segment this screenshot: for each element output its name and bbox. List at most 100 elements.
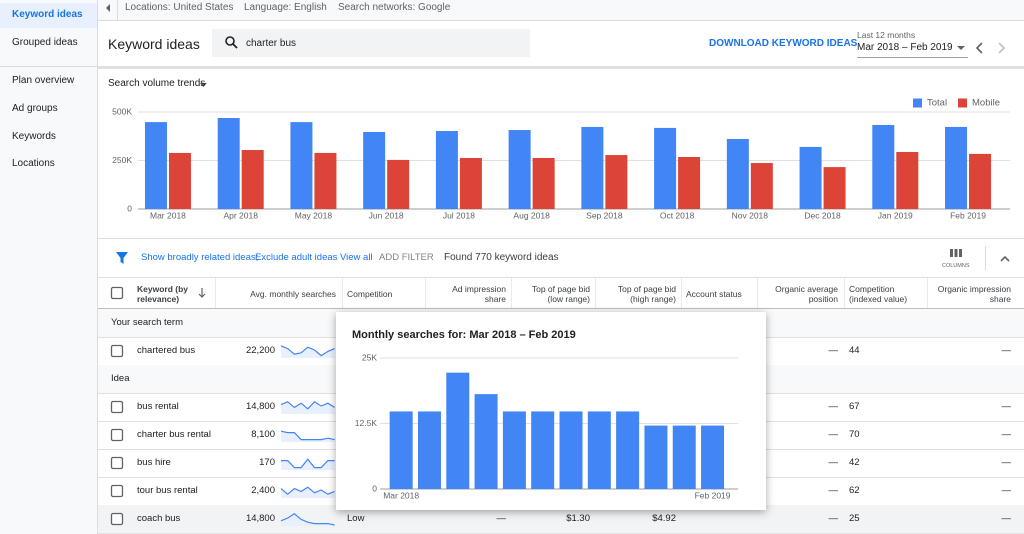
column-header[interactable]: Organic impression share (937, 283, 1011, 304)
filter-icon[interactable] (116, 252, 128, 264)
x-tick-label: Dec 2018 (804, 210, 841, 220)
cell-organic-position: — (828, 429, 839, 440)
cell-keyword[interactable]: bus hire (137, 457, 171, 468)
language[interactable]: Language: English (244, 2, 327, 13)
cell-searches: 8,100 (251, 429, 275, 440)
column-header[interactable]: Ad impression share (452, 283, 506, 304)
cell-searches: 2,400 (251, 485, 275, 496)
columns-icon[interactable] (959, 249, 962, 257)
column-header[interactable]: Account status (686, 288, 742, 299)
checkbox[interactable] (110, 456, 124, 470)
column-header[interactable]: Competition (indexed value) (849, 283, 908, 304)
nav-item[interactable]: Ad groups (12, 103, 58, 114)
sparkline-fill (281, 487, 335, 498)
bar (726, 138, 749, 209)
columns-button[interactable]: COLUMNS (942, 263, 970, 269)
nav-item[interactable]: Locations (12, 158, 55, 169)
checkbox[interactable] (110, 400, 124, 414)
active-item-bg (0, 3, 97, 28)
nav-item[interactable]: Keywords (12, 131, 56, 142)
search-box[interactable] (212, 29, 530, 57)
view-all[interactable]: View all (340, 252, 373, 263)
checkbox[interactable] (110, 484, 124, 498)
columns-icon[interactable] (954, 249, 958, 257)
collapse-icon[interactable] (106, 4, 110, 12)
checkbox[interactable] (110, 344, 124, 358)
filter-link[interactable]: Exclude adult ideas (255, 252, 338, 263)
networks[interactable]: Search networks: Google (338, 2, 451, 13)
sparkline-fill (281, 513, 335, 526)
next-period[interactable] (998, 42, 1006, 54)
bar (644, 425, 668, 489)
group-label: Your search term (111, 317, 183, 328)
bar (459, 157, 482, 209)
cell-competition-index: 44 (849, 345, 860, 356)
download-button[interactable]: DOWNLOAD KEYWORD IDEAS (709, 38, 858, 49)
checkbox[interactable] (110, 286, 124, 300)
checkbox[interactable] (110, 428, 124, 442)
sparkline (280, 345, 335, 357)
bar (532, 157, 555, 209)
cell-keyword[interactable]: charter bus rental (137, 429, 211, 440)
cell-searches: 14,800 (245, 401, 275, 412)
cell-organic-position: — (828, 457, 839, 468)
page-title: Keyword ideas (108, 36, 200, 52)
cell-organic-position: — (828, 513, 839, 524)
x-tick-label: Jul 2018 (443, 210, 475, 220)
bar (896, 151, 919, 209)
prev-period[interactable] (975, 42, 983, 54)
column-header[interactable]: Top of page bid (high range) (617, 283, 676, 304)
columns-icon[interactable] (950, 249, 953, 257)
cell-keyword[interactable]: chartered bus (137, 345, 196, 356)
bar (605, 155, 628, 209)
cell-organic-share: — (1001, 401, 1012, 412)
range-dropdown[interactable] (957, 46, 965, 50)
cell-keyword[interactable]: bus rental (137, 401, 179, 412)
chart-title[interactable]: Search volume trends (108, 78, 206, 89)
range-label: Last 12 months (857, 30, 916, 40)
add-filter[interactable]: ADD FILTER (379, 252, 434, 263)
cell-bid-high: $4.92 (652, 513, 676, 524)
column-header[interactable]: Top of page bid (low range) (531, 283, 590, 304)
cell-organic-share: — (1001, 457, 1012, 468)
locations[interactable]: Locations: United States (125, 2, 234, 13)
nav-item[interactable]: Grouped ideas (12, 37, 78, 48)
trend-dropdown[interactable] (200, 83, 207, 87)
bar (872, 124, 895, 209)
bar (363, 131, 386, 209)
bar (389, 411, 413, 489)
found-count: Found 770 keyword ideas (444, 252, 559, 263)
sparkline (280, 430, 335, 441)
cell-keyword[interactable]: tour bus rental (137, 485, 198, 496)
legend-label: Total (927, 98, 947, 109)
range-value[interactable]: Mar 2018 – Feb 2019 (857, 42, 953, 53)
search-text[interactable]: charter bus (246, 38, 297, 49)
bar (144, 122, 167, 209)
nav-item[interactable]: Keyword ideas (12, 9, 83, 20)
nav-item[interactable]: Plan overview (12, 75, 75, 86)
bar (654, 127, 677, 209)
column-header[interactable]: Keyword (by relevance) (137, 283, 189, 304)
y-tick-label: 0 (127, 203, 132, 213)
bar (678, 157, 701, 209)
column-header[interactable]: Organic average position (775, 283, 838, 304)
cell-searches: 14,800 (245, 513, 275, 524)
bar (502, 411, 526, 489)
column-header[interactable]: Avg. monthly searches (250, 288, 336, 299)
cell-competition-index: 67 (849, 401, 860, 412)
bar (672, 425, 696, 489)
x-tick-label: Nov 2018 (732, 210, 769, 220)
filter-link[interactable]: Show broadly related ideas; (141, 252, 259, 263)
bar (168, 152, 191, 209)
column-header[interactable]: Competition (347, 288, 393, 299)
collapse-table[interactable] (1000, 255, 1010, 262)
bar (616, 411, 640, 489)
bar (417, 411, 441, 489)
cell-organic-position: — (828, 485, 839, 496)
sort-arrow[interactable] (198, 288, 206, 298)
x-tick-label: Sep 2018 (586, 210, 623, 220)
cell-keyword[interactable]: coach bus (137, 513, 181, 524)
bar (290, 122, 313, 209)
checkbox[interactable] (110, 512, 124, 526)
